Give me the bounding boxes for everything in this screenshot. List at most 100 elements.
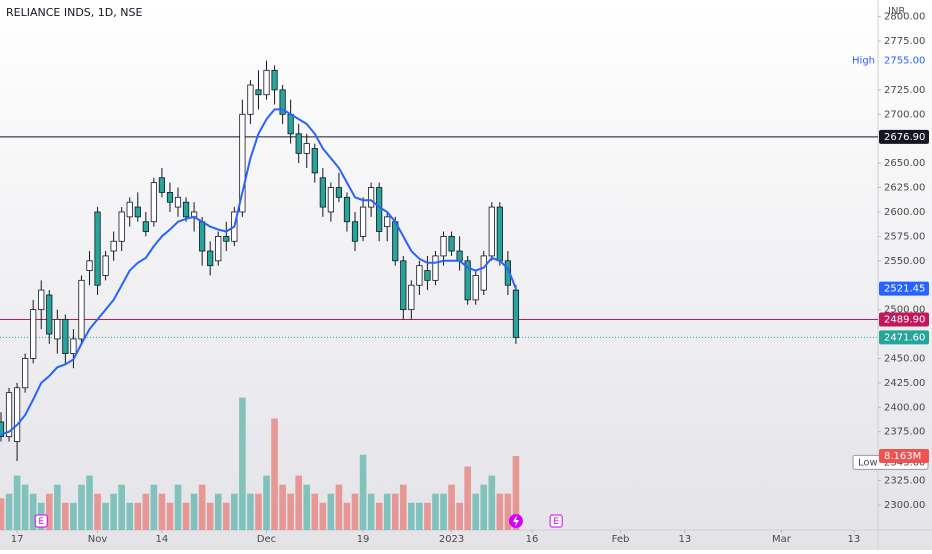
volume-bar [0,498,5,530]
candle-body [70,338,77,354]
volume-bar [231,493,238,530]
volume-bar [21,484,29,530]
candle-body [126,201,133,218]
x-tick-label: Mar [772,534,792,545]
volume-layer [0,397,520,530]
volume-bar [432,493,439,530]
volume-bar [110,493,117,530]
event-icon [34,514,48,528]
candle-body [496,206,503,262]
y-tick-label: 2775.00 [884,36,925,47]
axis-layer: 2800.00 2775.00 2725.00 2700.00 2650.00 2625.… [11,12,929,545]
event-label: E [38,517,44,527]
candle-body [319,177,326,208]
y-tick-label: 2625.00 [884,183,925,194]
candle-body [5,392,13,438]
volume-bar [359,454,367,530]
volume-bar [142,493,150,530]
candle-body [134,206,141,218]
candle-body [512,289,520,338]
candle-body [22,358,29,389]
volume-bar [271,418,278,530]
candle-body [102,255,109,276]
candle-body [158,177,166,193]
volume-bar [166,502,174,530]
volume-bar [247,493,254,530]
candle-body [351,221,359,242]
y-tick-label: 2725.00 [884,85,925,96]
volume-bar [504,493,512,530]
x-tick-label: Feb [612,534,630,545]
x-tick-label: 13 [679,534,692,545]
volume-bar [62,502,69,530]
volume-bar [496,493,504,530]
volume-bar [13,475,21,530]
volume-bar [158,493,166,530]
x-tick-label: 16 [526,534,539,545]
volume-bar [214,493,222,530]
candle-body [279,89,286,115]
volume-label: 8.163M [884,451,921,462]
volume-bar [45,493,53,530]
volume-bar [29,493,37,530]
volume-bar [150,484,158,530]
candle-body [464,260,471,301]
candle-body [118,211,125,242]
candle-body [376,187,383,232]
price-label-box [879,312,929,327]
candle-body [38,289,45,311]
candle-body [13,387,21,442]
low-text: Low [858,457,878,468]
y-tick-label: 2550.00 [884,256,925,267]
volume-bar [343,502,351,530]
volume-bar [70,502,77,530]
candle-body [392,221,399,262]
volume-bar [480,484,488,530]
volume-bar [351,493,359,530]
candle-body [343,196,351,223]
volume-bar [335,484,343,530]
y-tick-label: 2700.00 [884,109,925,120]
y-tick-label: 2325.00 [884,476,925,487]
price-label-box [879,330,929,345]
x-tick-label: Dec [257,534,276,545]
volume-bar [416,502,423,530]
y-tick-label: 2400.00 [884,402,925,413]
candle-body [215,235,222,262]
x-tick-label: 2023 [439,534,464,545]
candle-body [223,235,230,242]
candle-body [54,319,61,340]
volume-bar [94,493,101,530]
volume-bar [287,493,294,530]
candle-body [416,265,423,286]
volume-bar [424,502,431,530]
volume-bar [102,502,109,530]
volume-bar [391,493,399,530]
volume-bar [399,484,407,530]
volume-bar [488,475,496,530]
volume-bar [5,493,13,530]
candle-body [239,113,246,213]
candle-body [174,196,182,208]
volume-bar [174,484,182,530]
candle-body [150,182,157,223]
volume-bar [448,484,455,530]
candle-body [78,279,85,340]
candle-body [368,187,375,208]
y-tick-label: 2375.00 [884,427,925,438]
volume-bar [303,484,311,530]
volume-bar [472,493,480,530]
candle-body [303,143,310,154]
y-tick-label: 2450.00 [884,353,925,364]
candle-body [46,294,53,335]
candle-body [255,89,262,96]
volume-bar [222,502,230,530]
volume-bar [198,484,206,530]
candle-body [311,148,318,174]
candle-body [247,84,254,115]
volume-bar [327,493,335,530]
x-tick-label: 14 [156,534,169,545]
candle-body [448,235,455,252]
volume-bar [182,502,190,530]
